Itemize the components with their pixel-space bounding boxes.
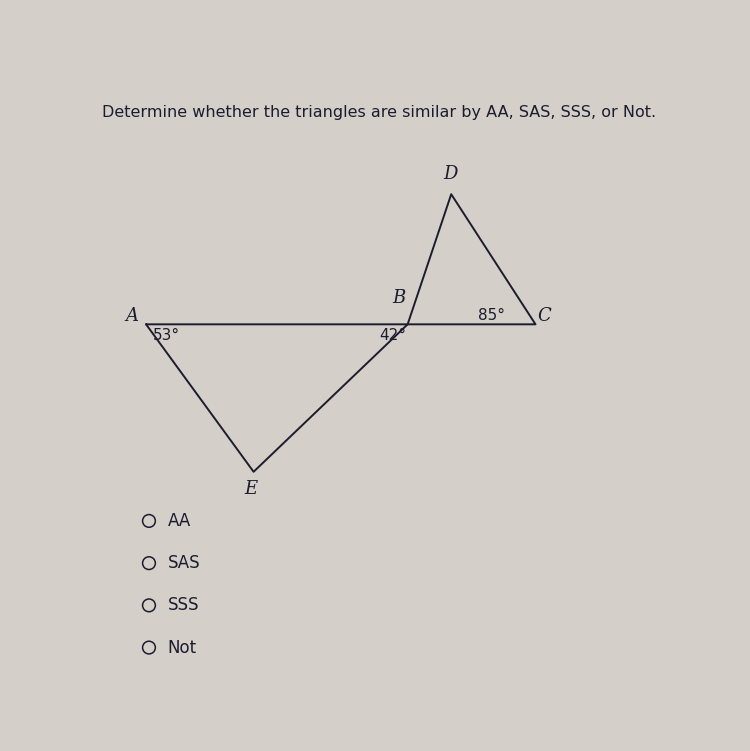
Text: C: C [537,306,551,324]
Text: 85°: 85° [478,308,506,323]
Text: 53°: 53° [153,328,180,343]
Text: Determine whether the triangles are similar by AA, SAS, SSS, or Not.: Determine whether the triangles are simi… [103,104,656,119]
Text: SAS: SAS [167,554,200,572]
Text: 42°: 42° [380,328,406,343]
Text: B: B [392,289,406,307]
Text: Not: Not [167,638,196,656]
Text: D: D [443,165,458,183]
Text: A: A [125,306,138,324]
Text: SSS: SSS [167,596,199,614]
Text: AA: AA [167,512,190,530]
Text: E: E [244,480,257,498]
